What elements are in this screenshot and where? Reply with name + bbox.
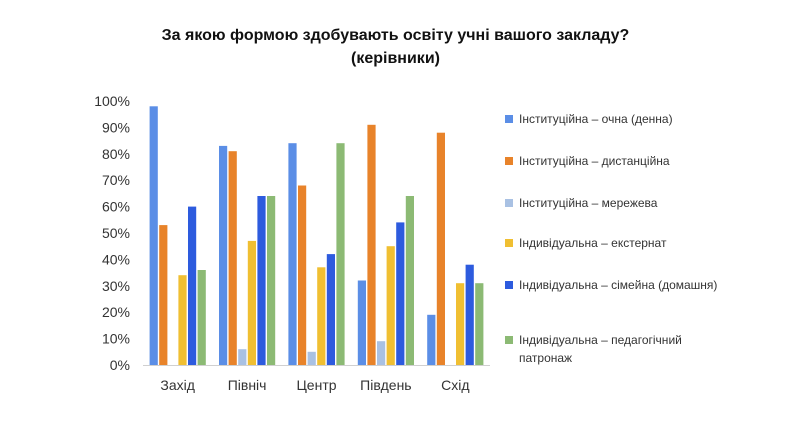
x-tick-label: Схід xyxy=(441,377,469,393)
y-tick-label: 80% xyxy=(102,146,130,162)
bar xyxy=(475,283,484,365)
legend-item: Індивідуальна – сімейна (домашня) xyxy=(505,276,719,294)
y-tick-label: 10% xyxy=(102,331,130,347)
legend-label: Інституційна – очна (денна) xyxy=(519,112,673,126)
y-tick-label: 0% xyxy=(110,357,130,373)
bar xyxy=(298,185,307,365)
chart-title: За якою формою здобувають освіту учні ва… xyxy=(0,24,791,70)
legend-item: Інституційна – очна (денна) xyxy=(505,110,719,128)
legend-swatch xyxy=(505,336,513,344)
bar xyxy=(149,106,158,366)
x-tick-label: Південь xyxy=(360,377,411,393)
y-axis-tick-labels: 0% 10% 20% 30% 40% 50% 60% 70% 80% 90% 100% xyxy=(94,93,130,373)
bar xyxy=(159,225,168,365)
x-tick-label: Центр xyxy=(296,377,336,393)
bar xyxy=(307,351,316,365)
legend-swatch xyxy=(505,239,513,247)
bar xyxy=(326,254,335,365)
y-tick-label: 40% xyxy=(102,251,130,267)
bar xyxy=(238,349,247,365)
bar xyxy=(396,222,405,365)
y-tick-label: 20% xyxy=(102,304,130,320)
bar xyxy=(386,246,395,365)
bar xyxy=(405,196,414,365)
bar xyxy=(267,196,276,365)
bar xyxy=(367,124,376,365)
x-axis-tick-labels: Захід Північ Центр Південь Схід xyxy=(160,377,469,393)
legend-swatch xyxy=(505,281,513,289)
y-tick-label: 90% xyxy=(102,119,130,135)
bar xyxy=(228,151,237,365)
bar xyxy=(317,267,326,365)
bar xyxy=(377,341,386,365)
bar xyxy=(427,314,436,365)
chart-title-line-1: За якою формою здобувають освіту учні ва… xyxy=(161,27,630,44)
legend-item: Індивідуальна – педагогічний патронаж xyxy=(505,331,719,367)
bar xyxy=(436,132,445,365)
y-tick-label: 60% xyxy=(102,199,130,215)
bar xyxy=(178,275,187,365)
chart-title-line-2: (керівники) xyxy=(351,50,440,67)
legend-item: Інституційна – дистанційна xyxy=(505,152,719,170)
legend-item: Індивідуальна – екстернат xyxy=(505,234,719,252)
x-tick-label: Захід xyxy=(160,377,195,393)
y-tick-label: 50% xyxy=(102,225,130,241)
bar xyxy=(197,270,206,365)
legend-swatch xyxy=(505,199,513,207)
bar xyxy=(219,145,228,365)
legend-swatch xyxy=(505,157,513,165)
bar xyxy=(357,280,366,365)
legend-label: Індивідуальна – педагогічний патронаж xyxy=(519,333,682,365)
bars xyxy=(149,106,484,366)
y-tick-label: 100% xyxy=(94,93,130,109)
y-tick-label: 70% xyxy=(102,172,130,188)
bar xyxy=(336,143,345,365)
bar xyxy=(465,264,474,365)
legend-item: Інституційна – мережева xyxy=(505,194,719,212)
x-tick-label: Північ xyxy=(228,377,267,393)
legend-label: Інституційна – мережева xyxy=(519,196,658,210)
legend-label: Індивідуальна – екстернат xyxy=(519,236,667,250)
bar xyxy=(247,240,256,365)
bar xyxy=(257,196,266,365)
legend-label: Індивідуальна – сімейна (домашня) xyxy=(519,278,718,292)
legend-swatch xyxy=(505,115,513,123)
y-tick-label: 30% xyxy=(102,278,130,294)
bar xyxy=(188,206,197,365)
legend-label: Інституційна – дистанційна xyxy=(519,154,670,168)
bar xyxy=(456,283,465,365)
bar xyxy=(288,143,297,365)
